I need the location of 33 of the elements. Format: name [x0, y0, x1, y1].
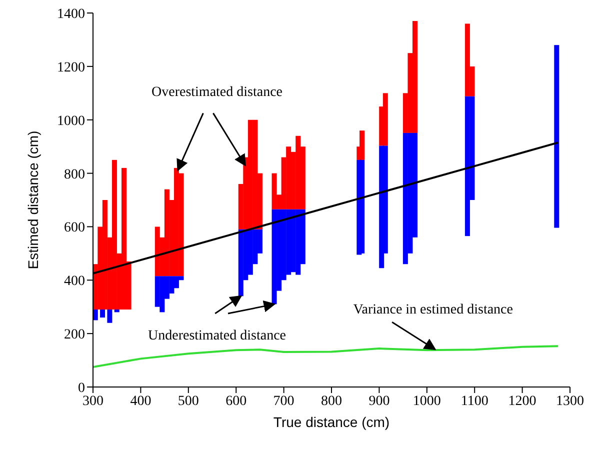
- annotation: Overestimated distance: [152, 84, 283, 100]
- x-tick-label: 300: [82, 394, 104, 409]
- x-tick-label: 500: [178, 394, 199, 409]
- y-tick-label: 200: [64, 328, 85, 343]
- y-tick-label: 1000: [57, 114, 85, 129]
- y-tick-label: 1400: [57, 6, 85, 22]
- bar: [360, 130, 365, 160]
- x-tick-label: 800: [321, 394, 342, 409]
- bar: [93, 310, 98, 320]
- bar: [100, 310, 106, 318]
- bar: [382, 93, 388, 146]
- x-tick-label: 600: [226, 394, 247, 409]
- x-tick-label: 1100: [460, 394, 488, 409]
- bar: [114, 310, 120, 312]
- bar: [554, 45, 560, 228]
- x-tick-label: 700: [273, 394, 294, 409]
- y-tick-label: 1200: [57, 60, 85, 76]
- x-tick-label: 1000: [412, 394, 441, 409]
- annotation: Variance in estimed distance: [353, 302, 513, 318]
- line-series: [93, 345, 560, 368]
- y-tick-label: 600: [64, 220, 85, 236]
- y-tick-label: 0: [78, 380, 85, 396]
- y-tick-label: 800: [64, 167, 85, 182]
- x-tick-label: 400: [130, 394, 152, 409]
- y-tick-label: 400: [64, 274, 85, 290]
- bar: [360, 160, 365, 254]
- x-tick-label: 1200: [508, 394, 536, 409]
- x-axis-title: True distance (cm): [273, 414, 390, 430]
- x-tick-label: 1300: [556, 394, 584, 409]
- x-tick-label: 900: [368, 394, 390, 409]
- y-axis-title: Estimed distance (cm): [24, 130, 41, 270]
- annotation: Underestimated distance: [148, 328, 286, 344]
- bar: [107, 310, 112, 323]
